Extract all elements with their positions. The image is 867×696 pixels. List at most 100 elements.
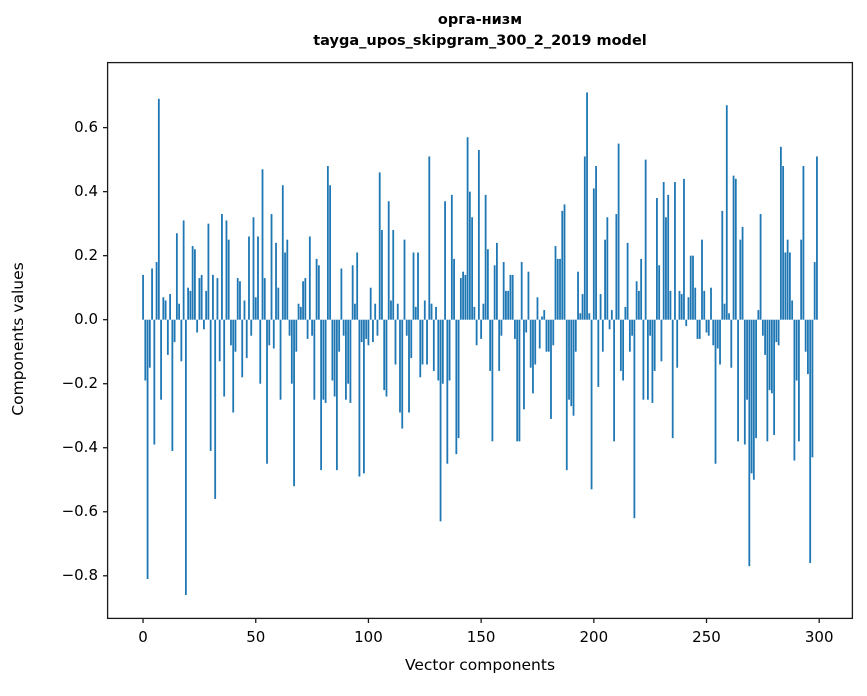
bar xyxy=(651,319,654,403)
bar xyxy=(160,319,162,400)
y-tick-label: −0.6 xyxy=(61,501,98,520)
bar xyxy=(683,178,685,320)
bar xyxy=(297,303,300,320)
bar xyxy=(489,319,492,371)
bar xyxy=(807,319,809,375)
bar xyxy=(534,319,537,365)
bar xyxy=(601,319,604,352)
bar xyxy=(390,300,392,320)
bar xyxy=(457,319,460,439)
bar xyxy=(723,303,726,320)
bar xyxy=(439,319,442,522)
bar xyxy=(770,319,773,394)
bar xyxy=(464,274,467,320)
bar xyxy=(480,319,483,339)
y-tick-label: 0.0 xyxy=(74,309,98,328)
bar xyxy=(511,274,514,320)
bar xyxy=(360,319,363,343)
bar xyxy=(446,319,449,464)
bar xyxy=(592,188,595,320)
bar xyxy=(669,290,672,320)
bar xyxy=(315,258,318,320)
bar xyxy=(205,290,208,320)
bar xyxy=(275,242,277,320)
bar xyxy=(180,319,183,362)
bar xyxy=(581,294,584,320)
bar xyxy=(342,319,345,336)
bar xyxy=(520,262,523,320)
bar xyxy=(658,265,661,320)
bar xyxy=(617,143,620,320)
bar xyxy=(606,217,609,320)
bar xyxy=(281,185,284,320)
bar xyxy=(428,156,431,320)
bar xyxy=(279,319,282,400)
bar xyxy=(710,287,712,320)
bar xyxy=(293,319,295,487)
bar xyxy=(802,166,805,320)
bar xyxy=(678,290,681,320)
bar xyxy=(333,319,336,397)
x-tick-label: 200 xyxy=(579,628,609,646)
bar xyxy=(637,290,640,320)
bar xyxy=(351,265,354,320)
bar xyxy=(286,239,289,320)
bar xyxy=(764,319,766,355)
bar xyxy=(757,310,760,320)
bar xyxy=(721,210,724,320)
bar xyxy=(142,274,144,320)
bar xyxy=(394,319,397,365)
bar xyxy=(619,319,622,371)
bar xyxy=(245,319,248,359)
bar xyxy=(610,310,613,320)
bar xyxy=(541,316,543,320)
bar xyxy=(184,319,187,595)
bar xyxy=(399,319,401,413)
bar xyxy=(509,274,512,320)
bar xyxy=(676,319,679,368)
bar xyxy=(660,319,663,362)
bar xyxy=(486,249,489,320)
y-tick-label: −0.8 xyxy=(61,565,98,584)
bar xyxy=(408,319,410,413)
chart-title-line1: орга-низм xyxy=(437,12,523,28)
bar xyxy=(387,201,390,320)
bar xyxy=(419,319,422,378)
bar xyxy=(166,319,169,355)
bar xyxy=(608,319,611,330)
y-tick-label: 0.2 xyxy=(74,245,98,264)
y-tick-label: −0.4 xyxy=(61,437,98,456)
bar xyxy=(227,239,230,320)
bar xyxy=(412,252,415,320)
bar xyxy=(685,319,688,327)
bar xyxy=(153,319,156,445)
bar xyxy=(622,319,625,381)
bar xyxy=(626,242,629,320)
bar xyxy=(363,319,365,474)
bar xyxy=(574,319,577,352)
bar xyxy=(737,319,739,442)
bar xyxy=(331,319,334,381)
bar xyxy=(590,319,593,490)
bar xyxy=(570,319,573,407)
bar xyxy=(261,169,264,320)
bar xyxy=(583,156,586,320)
bar xyxy=(369,287,372,320)
bar xyxy=(175,233,178,320)
bar xyxy=(482,303,485,320)
bar xyxy=(703,290,706,320)
bar xyxy=(225,220,228,320)
bar xyxy=(349,319,352,403)
x-tick-label: 0 xyxy=(138,628,148,646)
bar xyxy=(367,319,370,346)
bar xyxy=(784,252,787,320)
bar xyxy=(577,271,579,320)
bar xyxy=(775,319,778,343)
bar xyxy=(236,278,239,320)
bar xyxy=(263,278,266,320)
bar xyxy=(752,319,755,480)
bar xyxy=(498,319,501,371)
bar xyxy=(284,252,286,320)
bar xyxy=(656,198,658,320)
bar xyxy=(218,319,221,362)
